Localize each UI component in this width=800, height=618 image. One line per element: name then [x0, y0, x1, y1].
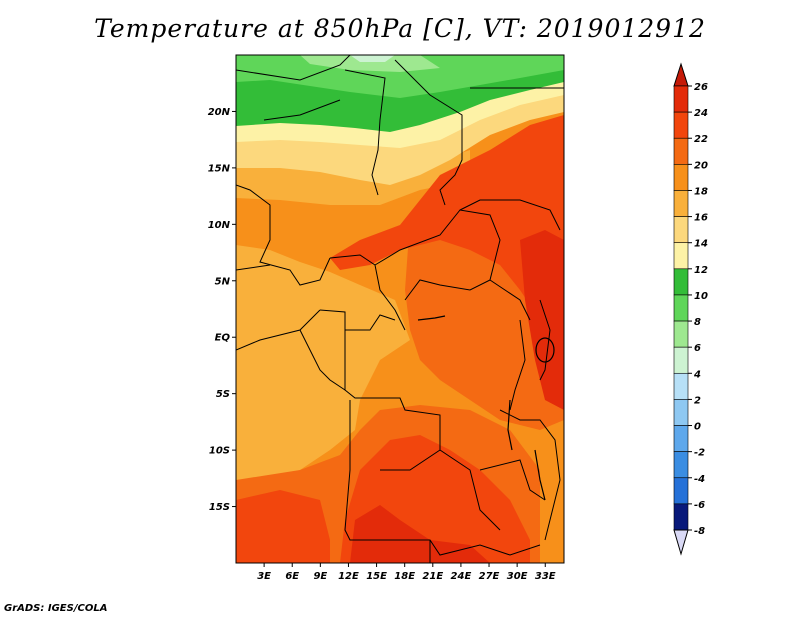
- colorbar-swatch: [673, 503, 689, 531]
- colorbar-label: -2: [694, 448, 705, 459]
- temp-band-24-sw: [236, 490, 330, 563]
- lon-tick-label: 24E: [451, 571, 472, 582]
- colorbar-top-arrow: [673, 62, 689, 87]
- colorbar-label: 18: [694, 186, 708, 197]
- lakes: [417, 315, 555, 501]
- colorbar-swatch: [673, 268, 689, 296]
- colorbar-swatch: [673, 399, 689, 426]
- lon-tick-label: 18E: [394, 571, 415, 582]
- colorbar-swatch: [673, 216, 689, 244]
- lake-victoria: [535, 337, 555, 363]
- temp-band-24-north: [330, 115, 564, 330]
- lat-tick-label: EQ: [215, 333, 231, 344]
- lat-tick-label: 15N: [208, 163, 231, 174]
- credit-label: GrADS: IGES/COLA: [4, 603, 108, 614]
- lat-tick-label: 5N: [215, 276, 231, 287]
- temperature-field: [236, 55, 564, 563]
- colorbar-swatch: [673, 346, 689, 374]
- colorbar-label: 2: [694, 395, 701, 406]
- lat-tick-label: 20N: [208, 107, 231, 118]
- temp-band-8: [300, 55, 440, 72]
- colorbar-label: -8: [694, 526, 705, 537]
- lon-tick-label: 12E: [338, 571, 359, 582]
- map-title: Temperature at 850hPa [C], VT: 201901291…: [94, 14, 706, 43]
- colorbar-swatch: [673, 111, 689, 139]
- lake-marks: [417, 315, 446, 321]
- colorbar-swatch: [673, 320, 689, 348]
- colorbar-label: 4: [693, 369, 701, 380]
- lon-tick-label: 33E: [535, 571, 556, 582]
- colorbar-label: 10: [694, 291, 708, 302]
- colorbar-swatch: [673, 425, 689, 452]
- colorbar-label: -6: [694, 500, 705, 511]
- colorbar-label: 8: [694, 317, 701, 328]
- latitude-axis: 20N 15N 10N 5N EQ 5S 10S 15S: [208, 107, 236, 513]
- colorbar-label: -4: [694, 474, 705, 485]
- lat-tick-label: 5S: [216, 389, 230, 400]
- colorbar-swatch: [673, 164, 689, 191]
- colorbar-swatch: [673, 451, 689, 479]
- colorbar-swatch: [673, 294, 689, 322]
- colorbar-swatch: [673, 85, 689, 113]
- colorbar-label: 16: [694, 213, 708, 224]
- lon-tick-label: 9E: [313, 571, 327, 582]
- colorbar-swatch: [673, 190, 689, 217]
- lon-tick-label: 27E: [479, 571, 500, 582]
- colorbar-label: 12: [694, 265, 708, 276]
- colorbar-swatch: [673, 242, 689, 270]
- temp-band-18: [236, 245, 410, 485]
- longitude-axis: 3E 6E 9E 12E 15E 18E 21E 24E 27E 30E 33E: [257, 563, 556, 582]
- lon-tick-label: 30E: [507, 571, 528, 582]
- temp-band-6: [350, 55, 395, 62]
- temp-band-26: [520, 230, 564, 410]
- country-borders: [236, 55, 564, 563]
- colorbar-label: 22: [694, 134, 708, 145]
- lon-tick-label: 3E: [257, 571, 271, 582]
- temp-band-10: [236, 55, 564, 98]
- lon-tick-label: 15E: [366, 571, 387, 582]
- lat-tick-label: 10N: [208, 220, 231, 231]
- colorbar-label: 24: [694, 108, 708, 119]
- colorbar-swatch: [673, 372, 689, 400]
- lake-malawi: [534, 449, 546, 501]
- colorbar-label: 26: [694, 82, 708, 93]
- lat-tick-label: 15S: [209, 502, 230, 513]
- lat-tick-label: 10S: [209, 446, 230, 457]
- colorbar-label: 6: [694, 343, 701, 354]
- lon-tick-label: 21E: [422, 571, 443, 582]
- colorbar-swatch: [673, 137, 689, 165]
- colorbar-label: 20: [694, 160, 708, 171]
- colorbar-swatch: [673, 477, 689, 505]
- map-frame: [235, 54, 565, 564]
- colorbar-label: 0: [694, 422, 701, 433]
- colorbar-bottom-arrow: [673, 529, 689, 556]
- lon-tick-label: 6E: [285, 571, 299, 582]
- lake-tanganyika: [507, 399, 513, 451]
- temp-band-26-south: [350, 505, 490, 563]
- colorbar-label: 14: [694, 239, 708, 250]
